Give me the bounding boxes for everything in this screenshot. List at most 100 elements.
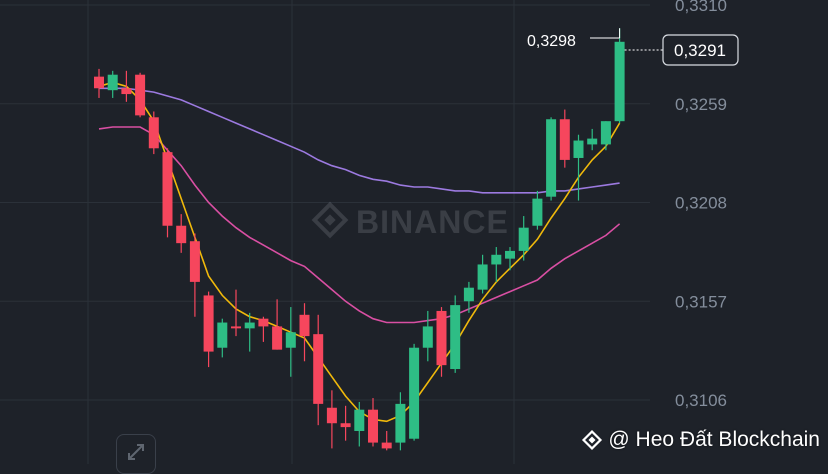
candle-body [477,264,488,290]
credit-text: @ Heo Đất Blockchain [608,428,820,451]
candle [368,398,378,447]
y-tick-label: 0,3208 [675,194,727,213]
binance-watermark: BINANCE [311,201,509,240]
candle [395,392,406,451]
candle-body [326,407,337,424]
candle-body [313,334,324,404]
candle [299,303,310,362]
candle [463,281,474,313]
candle-body [244,322,255,329]
candle [477,254,488,294]
candle [121,70,132,102]
candle-body [203,295,214,352]
candle-body [162,152,173,226]
candle-body [518,227,529,251]
expand-chart-button[interactable] [116,434,156,474]
candle-body [176,225,187,244]
candle-body [450,305,461,370]
candle-body [189,241,200,282]
ma-mid-line [98,126,621,324]
candles [94,28,625,451]
candle-body [381,442,392,449]
y-tick-label: 0,3106 [675,391,727,410]
candle-body [600,121,611,145]
ma-slow-line [99,87,620,194]
candle-body [258,318,269,327]
candle-body [395,403,406,443]
candle [217,318,228,358]
candle-body [94,76,104,89]
candle [491,247,502,282]
candle [600,121,611,151]
candle [340,405,351,441]
binance-diamond-icon [582,429,603,451]
candle-body [559,119,570,160]
candle [94,68,104,98]
candle-body [354,409,365,431]
candle [203,291,214,368]
chart-grid [0,0,650,464]
candle-body [285,332,296,348]
price-axis: 0,3310 0,3259 0,3208 0,3157 0,3106 [675,0,727,410]
candle-body [491,254,502,265]
candle [614,28,625,124]
candle-body [422,326,433,348]
candle [313,314,324,426]
y-tick-label: 0,3259 [675,95,727,114]
candle [258,316,269,342]
candle-body [368,409,378,443]
candle-body [217,322,228,348]
candle [381,430,392,451]
candle [532,190,543,230]
y-tick-label: 0,3157 [675,292,727,311]
ma-fast-line [98,81,621,423]
candle-body [573,140,584,158]
candle [135,72,146,118]
candle [231,289,241,337]
candle-body [614,41,625,122]
candle [285,307,296,377]
candle-body [340,423,351,428]
candle-body [135,74,146,116]
binance-watermark-logo [311,201,349,239]
credit-caption: @ Heo Đất Blockchain [580,428,820,452]
candle [450,295,461,373]
candle [148,111,159,155]
candle [189,233,200,317]
candle-body [272,326,283,350]
candle-body [436,310,447,366]
candle [354,401,365,447]
candle [505,247,515,271]
candle [587,128,598,151]
high-price-label: 0,3298 [527,33,576,50]
candle-body [299,314,310,337]
candle [436,307,447,377]
candle-body [532,198,543,226]
candle [326,390,337,449]
candle-body [107,74,118,91]
candle [573,134,584,201]
candle [244,312,255,352]
last-price-box [662,34,739,66]
candle [176,214,187,253]
candle [162,148,173,238]
candle [107,70,118,98]
candle-body [121,88,132,95]
candle-body [231,326,241,329]
price-annotations: 0,3298 0,3291 [527,28,739,66]
candle [518,216,529,261]
last-price-label: 0,3291 [674,41,726,60]
candle-body [148,117,159,149]
candle [272,299,283,350]
expand-arrows-icon [128,444,144,460]
candle [409,343,420,441]
candle [422,310,433,362]
binance-watermark-text: BINANCE [356,204,509,240]
candle [546,117,557,201]
moving-average-lines [98,81,621,423]
candle-body [505,250,515,259]
y-tick-label: 0,3310 [675,0,727,15]
candle-body [546,119,557,197]
candle-body [587,138,598,145]
candle-body [409,347,420,439]
